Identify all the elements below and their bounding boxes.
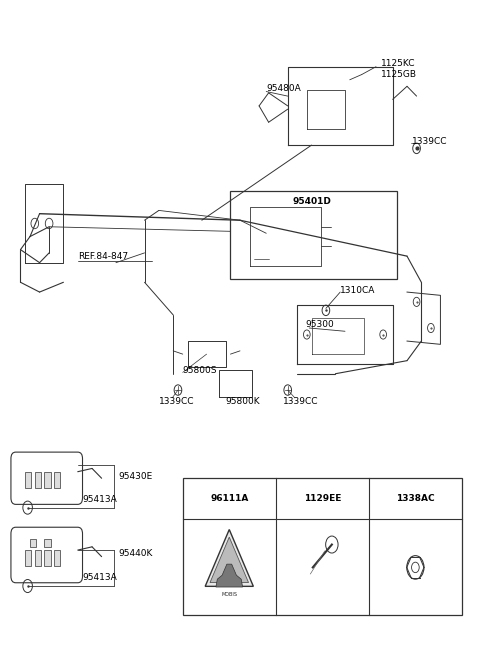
- Text: 1339CC: 1339CC: [412, 136, 447, 146]
- Bar: [35, 472, 41, 488]
- Text: 95401D: 95401D: [292, 197, 331, 207]
- Text: MOBIS: MOBIS: [221, 592, 237, 598]
- Text: 95440K: 95440K: [118, 549, 153, 558]
- FancyBboxPatch shape: [11, 452, 83, 504]
- Polygon shape: [216, 564, 242, 587]
- Text: 95800K: 95800K: [226, 398, 260, 406]
- Text: 95413A: 95413A: [83, 495, 117, 504]
- Text: 1310CA: 1310CA: [340, 285, 375, 295]
- Bar: [183, 478, 462, 615]
- Text: REF.84-847: REF.84-847: [78, 253, 128, 261]
- Bar: [44, 472, 50, 488]
- Text: 1339CC: 1339CC: [159, 398, 194, 406]
- Bar: [35, 550, 41, 566]
- Text: 1129EE: 1129EE: [304, 495, 341, 503]
- Bar: [54, 472, 60, 488]
- Bar: [44, 539, 50, 547]
- Text: 1125KC: 1125KC: [381, 59, 415, 68]
- Bar: [54, 550, 60, 566]
- Text: 95413A: 95413A: [83, 573, 117, 582]
- Text: 95800S: 95800S: [183, 366, 217, 375]
- Bar: [25, 550, 32, 566]
- Text: 1125GB: 1125GB: [381, 70, 417, 79]
- Bar: [44, 550, 50, 566]
- Bar: [230, 191, 397, 279]
- Bar: [30, 539, 36, 547]
- Polygon shape: [205, 529, 253, 586]
- Text: 1338AC: 1338AC: [396, 495, 435, 503]
- Polygon shape: [210, 537, 249, 583]
- Bar: [25, 472, 32, 488]
- Text: 95430E: 95430E: [118, 472, 153, 482]
- Text: 96111A: 96111A: [210, 495, 249, 503]
- Text: 95300: 95300: [305, 320, 334, 329]
- FancyBboxPatch shape: [11, 527, 83, 583]
- Text: 95480A: 95480A: [266, 84, 301, 92]
- Text: 1339CC: 1339CC: [283, 398, 318, 406]
